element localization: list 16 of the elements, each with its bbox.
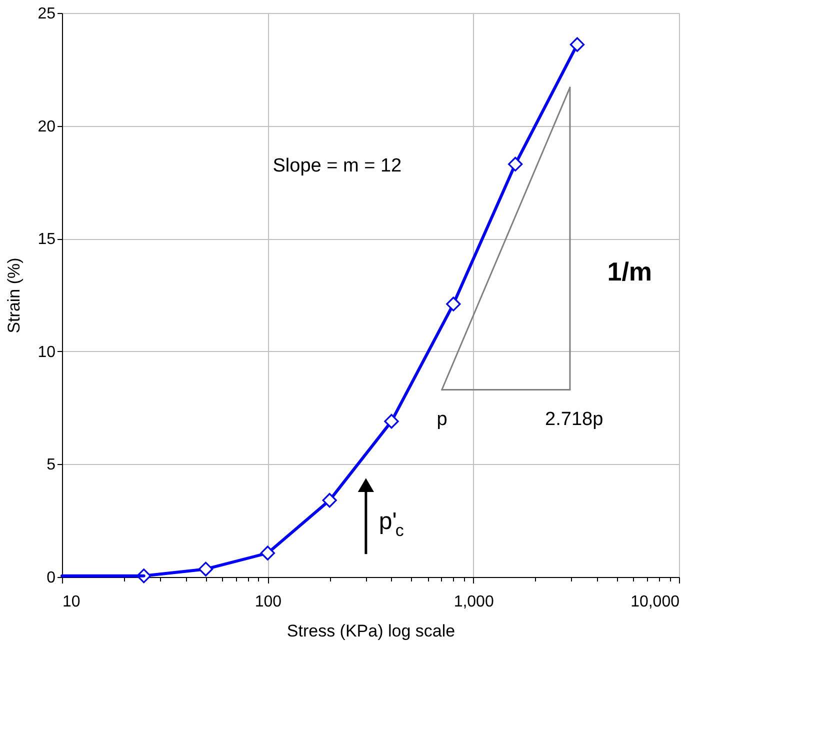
- x-tick-label: 1,000: [454, 594, 494, 610]
- annotation: 1/m: [607, 256, 652, 286]
- annotation: Slope = m = 12: [272, 155, 402, 176]
- annotation: 2.718p: [545, 409, 604, 430]
- x-tick-label: 10,000: [630, 594, 680, 610]
- y-tick-label: 20: [38, 118, 56, 136]
- y-axis-title: Strain (%): [4, 258, 24, 334]
- x-tick-label: 10: [62, 594, 80, 610]
- x-tick-label: 100: [254, 594, 282, 610]
- y-tick-label: 5: [46, 456, 56, 474]
- y-tick-label: 25: [38, 6, 56, 22]
- y-tick-label: 15: [38, 231, 56, 248]
- y-tick-label: 0: [46, 570, 56, 586]
- annotation: p: [436, 409, 448, 430]
- y-tick-label: 10: [38, 344, 56, 361]
- x-axis-title: Stress (KPa) log scale: [286, 622, 456, 640]
